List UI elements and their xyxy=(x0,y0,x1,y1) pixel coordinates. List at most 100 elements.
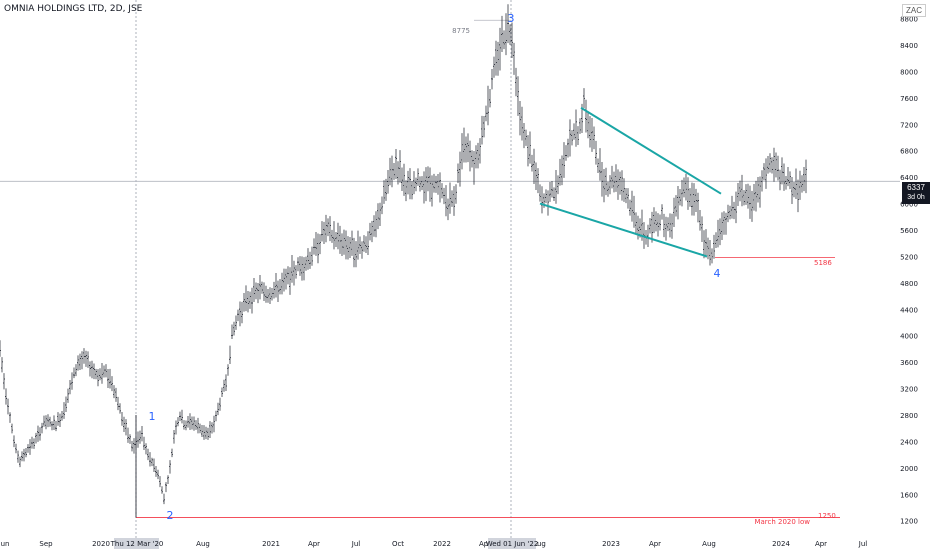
price-bar xyxy=(51,421,53,431)
price-bar xyxy=(251,287,253,314)
price-bar xyxy=(579,118,581,134)
price-bar xyxy=(495,40,497,76)
price-bar xyxy=(399,150,401,183)
y-tick-label: 8400 xyxy=(900,42,918,50)
price-bar xyxy=(401,167,403,192)
price-bar xyxy=(163,493,165,505)
price-bar xyxy=(55,420,57,432)
price-bar xyxy=(345,230,347,260)
price-bar xyxy=(133,438,135,454)
price-bar xyxy=(669,213,671,238)
price-bar xyxy=(147,448,149,461)
x-tick-label: Apr xyxy=(649,540,661,548)
price-bar xyxy=(321,221,323,242)
price-bar xyxy=(767,155,769,174)
x-tick-label: Apr xyxy=(815,540,827,548)
price-bar xyxy=(17,450,19,463)
price-bar xyxy=(305,256,307,271)
price-bar xyxy=(103,365,105,378)
price-bar xyxy=(605,167,607,196)
price-bar xyxy=(417,168,419,186)
wedge-upper-trendline[interactable] xyxy=(580,106,722,195)
x-tick-label: Jul xyxy=(351,540,361,548)
price-bar xyxy=(695,188,697,213)
price-bar xyxy=(293,260,295,286)
price-bar xyxy=(741,174,743,207)
y-tick-label: 8000 xyxy=(900,68,918,76)
price-bar xyxy=(687,177,689,210)
price-bar xyxy=(585,99,587,133)
wedge-lower-trendline[interactable] xyxy=(539,202,708,258)
price-bar xyxy=(157,469,159,480)
price-bar xyxy=(33,438,35,449)
price-bar xyxy=(533,148,535,184)
price-bar xyxy=(179,411,181,422)
x-tick-label: Sep xyxy=(39,540,53,548)
price-bar xyxy=(493,56,495,78)
price-bar xyxy=(299,256,301,276)
y-tick-label: 6400 xyxy=(900,174,918,182)
price-bar xyxy=(39,427,41,441)
price-bar xyxy=(357,230,359,260)
price-bar xyxy=(507,4,509,44)
price-bar xyxy=(209,421,211,438)
price-bar xyxy=(685,173,687,201)
x-tick-label: Jul xyxy=(858,540,868,548)
y-tick-label: 1200 xyxy=(900,518,918,526)
price-bar xyxy=(551,180,553,198)
price-bar xyxy=(737,183,739,207)
price-bar xyxy=(651,211,653,243)
price-bar xyxy=(449,182,451,214)
price-bar xyxy=(661,204,663,220)
currency-badge[interactable]: ZAC xyxy=(902,4,926,17)
price-bar xyxy=(143,436,145,450)
price-bar xyxy=(281,272,283,295)
price-bar xyxy=(65,396,67,412)
price-bar xyxy=(125,419,127,436)
price-bar xyxy=(433,173,435,193)
last-price-value: 6337 xyxy=(907,183,925,192)
price-bar xyxy=(631,190,633,222)
price-bar xyxy=(617,169,619,200)
price-bar xyxy=(141,425,143,442)
price-bar xyxy=(59,413,61,428)
price-bar xyxy=(611,165,613,189)
price-bar xyxy=(329,216,331,242)
price-bar xyxy=(795,168,797,199)
price-bar xyxy=(371,220,373,243)
price-bar xyxy=(391,155,393,188)
price-bar xyxy=(0,340,1,357)
y-tick-label: 4800 xyxy=(900,280,918,288)
price-bar xyxy=(745,184,747,205)
price-bar xyxy=(145,443,147,455)
price-bar xyxy=(571,130,573,146)
wave-label-1: 1 xyxy=(149,410,156,423)
price-bar xyxy=(769,153,771,173)
price-bar xyxy=(61,411,63,421)
price-bar xyxy=(301,256,303,281)
x-tick-label: Aug xyxy=(702,540,716,548)
price-bar xyxy=(747,183,749,209)
price-bar xyxy=(597,158,599,173)
price-bar xyxy=(803,167,805,192)
price-bar xyxy=(333,221,335,250)
price-bar xyxy=(265,285,267,303)
price-bar xyxy=(539,184,541,202)
price-bar xyxy=(43,415,45,427)
price-bar xyxy=(343,229,345,255)
price-bar xyxy=(385,178,387,201)
price-bar xyxy=(497,41,499,76)
price-bar xyxy=(85,350,87,367)
price-bar xyxy=(75,364,77,377)
price-bar xyxy=(467,133,469,163)
price-bar xyxy=(45,415,47,430)
price-bar xyxy=(35,432,37,444)
price-bar xyxy=(351,230,353,256)
price-bar xyxy=(499,27,501,71)
price-bar xyxy=(131,440,133,452)
price-bar xyxy=(489,88,491,108)
price-bar xyxy=(407,170,409,195)
price-bar xyxy=(151,457,153,467)
price-bar xyxy=(167,475,169,484)
